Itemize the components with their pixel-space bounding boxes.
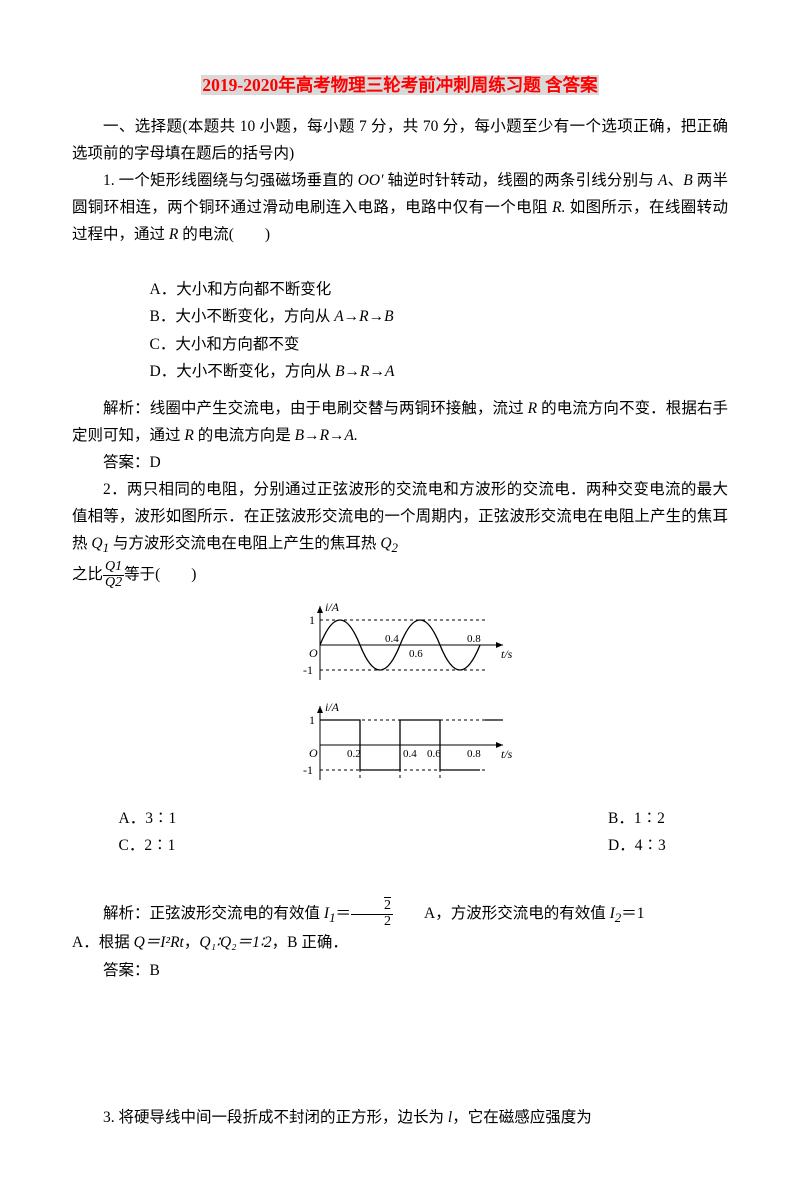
spacer [72, 248, 728, 276]
q2-answer: 答案：B [72, 957, 728, 984]
xtb2: 0.4 [403, 748, 417, 760]
xlabel2: t/s [501, 747, 513, 761]
doc-title: 2019-2020年高考物理三轮考前冲刺周练习题 含答案 [72, 70, 728, 101]
q2-frac: Q1Q2 [103, 560, 124, 590]
origin: O [309, 646, 318, 660]
ytick1: 1 [309, 613, 315, 627]
q2-stem: 2．两只相同的电阻，分别通过正弦波形的交流电和方波形的交流电．两种交变电流的最大… [72, 476, 728, 560]
q2-t3: 之比 [72, 566, 103, 583]
q1-explain: 解析：线圈中产生交流电，由于电刷交替与两铜环接触，流过 R 的电流方向不变．根据… [72, 395, 728, 449]
q1-opt-a: A．大小和方向都不断变化 [150, 276, 729, 303]
q2-explain-line2: A．根据 Q＝I²Rt，Q₁∶Q₂＝1∶2，B 正确． [72, 929, 728, 956]
q1-r2: R [169, 226, 178, 243]
origin2: O [309, 746, 318, 760]
q1-opt-d-path: B→R→A [335, 363, 394, 380]
xt1: 0.4 [385, 633, 399, 645]
q1-answer: 答案：D [72, 449, 728, 476]
q2-eq2: ＝1 [621, 905, 644, 922]
xtb3: 0.6 [427, 748, 441, 760]
document-page: 2019-2020年高考物理三轮考前冲刺周练习题 含答案 一、选择题(本题共 1… [0, 0, 800, 1191]
q2-opt-c: C．2∶1 [119, 832, 609, 859]
q2-formula: Q＝I²Rt [134, 934, 184, 951]
q2-ex-a: 解析：正弦波形交流电的有效值 [103, 905, 324, 922]
q3-t2: ，它在磁感应强度为 [452, 1109, 592, 1126]
ylabel: i/A [325, 600, 340, 614]
q1-ex-r: R [528, 400, 537, 417]
q1-stem: 1. 一个矩形线圈绕与匀强磁场垂直的 OO′ 轴逆时针转动，线圈的两条引线分别与… [72, 167, 728, 248]
q1-opt-d-pre: D．大小不断变化，方向从 [150, 363, 336, 380]
q1-opt-b-path: A→R→B [334, 308, 393, 325]
section-intro: 一、选择题(本题共 10 小题，每小题 7 分，共 70 分，每小题至少有一个选… [72, 113, 728, 167]
q1-opt-b: B．大小不断变化，方向从 A→R→B [150, 303, 729, 330]
q3-t1: 3. 将硬导线中间一段折成不封闭的正方形，边长为 [103, 1109, 448, 1126]
q1-opt-d: D．大小不断变化，方向从 B→R→A [150, 358, 729, 385]
q2-q2: Q [380, 535, 391, 552]
xtb4: 0.8 [467, 748, 481, 760]
title-rest: 年高考物理三轮考前冲刺周练习题 含答案 [278, 75, 597, 95]
q2-q2s: 2 [392, 540, 398, 555]
q1-text2: 轴逆时针转动，线圈的两条引线分别与 [384, 172, 658, 189]
q1-sep: 、 [667, 172, 683, 189]
xtb1: 0.2 [347, 748, 361, 760]
q1-ex-c: 的电流方向是 [194, 427, 295, 444]
ytickb1: 1 [309, 713, 315, 727]
xt3: 0.8 [467, 633, 481, 645]
q2-ex-d: ， [184, 934, 200, 951]
q2-eq1: ＝ [336, 905, 352, 922]
q1-ex-a: 解析：线圈中产生交流电，由于电刷交替与两铜环接触，流过 [103, 400, 528, 417]
q2-opts-row2: C．2∶1 D．4∶3 [119, 832, 729, 859]
spacer [72, 385, 728, 395]
title-year: 2019-2020 [202, 75, 278, 95]
q2-frac2: 22 [351, 899, 393, 929]
q1-text5: 的电流( ) [178, 226, 270, 243]
q2-ex-e: ，B 正确． [272, 934, 348, 951]
ytick2: -1 [303, 663, 313, 677]
spacer-big [72, 984, 728, 1104]
q2-q1: Q [91, 535, 102, 552]
q1-b: B [683, 172, 692, 189]
q2-opt-d: D．4∶3 [608, 832, 728, 859]
q2-ex-b: A，方波形交流电的有效值 [393, 905, 610, 922]
q3-stem: 3. 将硬导线中间一段折成不封闭的正方形，边长为 l，它在磁感应强度为 [72, 1104, 728, 1131]
q2-frac-num: Q1 [103, 560, 124, 576]
q1-axis: OO′ [358, 172, 384, 189]
q1-opt-b-pre: B．大小不断变化，方向从 [150, 308, 335, 325]
ylabel2: i/A [325, 700, 340, 714]
xt2: 0.6 [409, 648, 423, 660]
q2-charts: i/A t/s 1 -1 O 0.4 0.6 0.8 i/A t/s [72, 600, 728, 798]
q1-ex-r2: R [184, 427, 193, 444]
q2-stem-line2: 之比Q1Q2等于( ) [72, 560, 728, 590]
xlabel: t/s [501, 647, 513, 661]
q2-ex-c: A．根据 [72, 934, 134, 951]
q2-opt-b: B．1∶2 [608, 805, 728, 832]
spacer [72, 859, 728, 899]
ytickb2: -1 [303, 763, 313, 777]
q2-opt-a: A．3∶1 [119, 805, 609, 832]
q1-ex-path: B→R→A. [295, 427, 358, 444]
q1-r: R. [552, 199, 565, 216]
sine-chart: i/A t/s 1 -1 O 0.4 0.6 0.8 [285, 600, 515, 690]
q2-t4: 等于( ) [124, 566, 196, 583]
square-chart: i/A t/s 1 -1 O 0.2 0.4 0.6 0.8 [285, 700, 515, 790]
q2-frac-den: Q2 [103, 576, 124, 591]
q1-text: 1. 一个矩形线圈绕与匀强磁场垂直的 [103, 172, 358, 189]
q1-opt-c: C．大小和方向都不变 [150, 331, 729, 358]
q1-options: A．大小和方向都不断变化 B．大小不断变化，方向从 A→R→B C．大小和方向都… [150, 276, 729, 385]
q2-t2: 与方波形交流电在电阻上产生的焦耳热 [109, 535, 380, 552]
q2-opts-row1: A．3∶1 B．1∶2 [119, 805, 729, 832]
q2-ratio: Q₁∶Q₂＝1∶2 [199, 934, 271, 951]
q2-explain: 解析：正弦波形交流电的有效值 I1＝22 A，方波形交流电的有效值 I2＝1 [72, 899, 728, 929]
